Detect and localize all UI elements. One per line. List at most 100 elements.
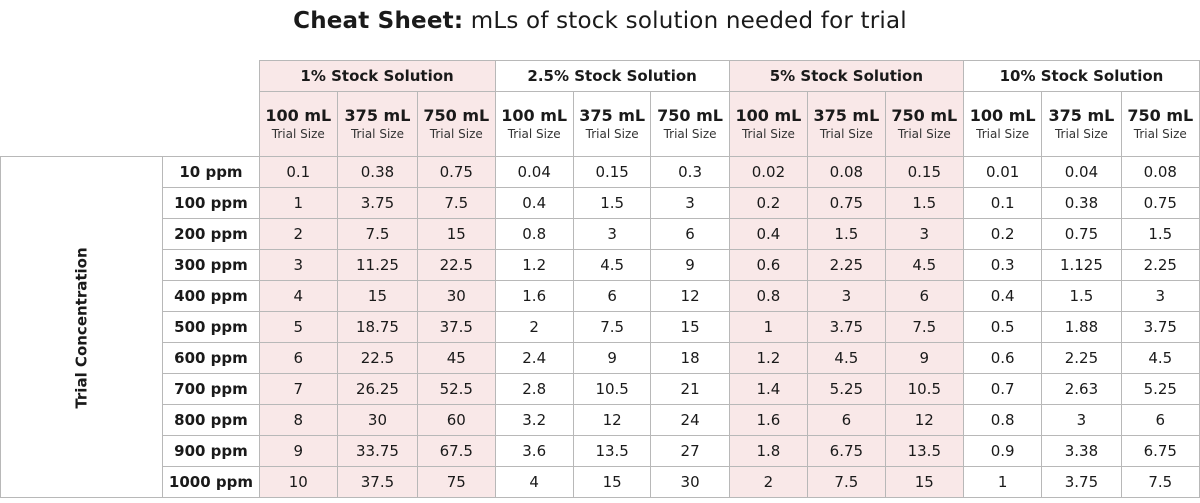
trial-size-volume: 100 mL <box>265 106 332 125</box>
corner-blank <box>0 60 260 92</box>
value-cell: 0.9 <box>962 435 1043 467</box>
value-cell: 18 <box>650 342 730 374</box>
value-cell: 6 <box>807 404 886 436</box>
value-cell: 2 <box>258 218 338 250</box>
title-rest-part: mLs of stock solution needed for trial <box>463 8 907 34</box>
value-cell: 1.125 <box>1041 249 1122 281</box>
value-cell: 1.4 <box>728 373 809 405</box>
stock-header-1pct: 1% Stock Solution <box>258 60 496 92</box>
value-cell: 60 <box>417 404 496 436</box>
row-label: 400 ppm <box>162 280 260 312</box>
value-cell: 30 <box>650 466 730 498</box>
trial-size-caption: Trial Size <box>1054 127 1108 141</box>
value-cell: 1.5 <box>1041 280 1122 312</box>
value-cell: 0.6 <box>728 249 809 281</box>
value-cell: 0.04 <box>494 156 574 188</box>
value-cell: 12 <box>884 404 964 436</box>
value-cell: 10 <box>258 466 338 498</box>
trial-size-header: 100 mL Trial Size <box>728 91 809 157</box>
value-cell: 3 <box>884 218 964 250</box>
value-cell: 3.2 <box>494 404 574 436</box>
value-cell: 6 <box>572 280 652 312</box>
trial-size-header: 100 mL Trial Size <box>494 91 574 157</box>
value-cell: 37.5 <box>336 466 419 498</box>
value-cell: 1.5 <box>807 218 886 250</box>
value-cell: 0.2 <box>962 218 1043 250</box>
value-cell: 10.5 <box>572 373 652 405</box>
row-label: 700 ppm <box>162 373 260 405</box>
trial-size-header: 375 mL Trial Size <box>1041 91 1122 157</box>
page-title: Cheat Sheet: mLs of stock solution neede… <box>0 6 1200 36</box>
value-cell: 2.4 <box>494 342 574 374</box>
table-row: 700 ppm 7 26.25 52.5 2.8 10.5 21 1.4 5.25 10.5 0.7… <box>1 373 1200 405</box>
value-cell: 13.5 <box>884 435 964 467</box>
value-cell: 7.5 <box>336 218 419 250</box>
value-cell: 2.25 <box>1120 249 1200 281</box>
row-label: 800 ppm <box>162 404 260 436</box>
value-cell: 13.5 <box>572 435 652 467</box>
value-cell: 1.5 <box>1120 218 1200 250</box>
value-cell: 4.5 <box>807 342 886 374</box>
value-cell: 6.75 <box>1120 435 1200 467</box>
value-cell: 0.04 <box>1041 156 1122 188</box>
value-cell: 15 <box>884 466 964 498</box>
value-cell: 0.08 <box>1120 156 1200 188</box>
value-cell: 0.75 <box>807 187 886 219</box>
value-cell: 22.5 <box>417 249 496 281</box>
value-cell: 52.5 <box>417 373 496 405</box>
value-cell: 12 <box>572 404 652 436</box>
value-cell: 5.25 <box>807 373 886 405</box>
trial-size-header: 375 mL Trial Size <box>336 91 419 157</box>
value-cell: 1.8 <box>728 435 809 467</box>
value-cell: 3.38 <box>1041 435 1122 467</box>
value-cell: 5 <box>258 311 338 343</box>
value-cell: 5.25 <box>1120 373 1200 405</box>
value-cell: 15 <box>417 218 496 250</box>
trial-size-volume: 750 mL <box>1127 106 1194 125</box>
trial-size-caption: Trial Size <box>663 127 717 141</box>
stock-header-10pct: 10% Stock Solution <box>962 60 1200 92</box>
value-cell: 3 <box>572 218 652 250</box>
value-cell: 27 <box>650 435 730 467</box>
trial-size-header: 100 mL Trial Size <box>962 91 1043 157</box>
value-cell: 9 <box>884 342 964 374</box>
value-cell: 6 <box>1120 404 1200 436</box>
value-cell: 1.88 <box>1041 311 1122 343</box>
value-cell: 2.25 <box>807 249 886 281</box>
value-cell: 45 <box>417 342 496 374</box>
value-cell: 2 <box>494 311 574 343</box>
value-cell: 0.3 <box>650 156 730 188</box>
value-cell: 3.75 <box>336 187 419 219</box>
trial-size-caption: Trial Size <box>819 127 873 141</box>
value-cell: 6 <box>258 342 338 374</box>
table-row: 1000 ppm 10 37.5 75 4 15 30 2 7.5 15 1 3.75 7.5 <box>1 466 1200 498</box>
trial-size-volume: 100 mL <box>969 106 1036 125</box>
value-cell: 18.75 <box>336 311 419 343</box>
trial-size-volume: 750 mL <box>891 106 958 125</box>
row-label: 1000 ppm <box>162 466 260 498</box>
value-cell: 3 <box>807 280 886 312</box>
value-cell: 0.6 <box>962 342 1043 374</box>
trial-size-caption: Trial Size <box>507 127 561 141</box>
value-cell: 2 <box>728 466 809 498</box>
value-cell: 10.5 <box>884 373 964 405</box>
value-cell: 0.8 <box>728 280 809 312</box>
trial-size-caption: Trial Size <box>897 127 951 141</box>
value-cell: 0.5 <box>962 311 1043 343</box>
row-label: 10 ppm <box>162 156 260 188</box>
value-cell: 1.5 <box>572 187 652 219</box>
row-label: 600 ppm <box>162 342 260 374</box>
value-cell: 9 <box>258 435 338 467</box>
trial-size-caption: Trial Size <box>741 127 795 141</box>
value-cell: 37.5 <box>417 311 496 343</box>
value-cell: 0.2 <box>728 187 809 219</box>
corner-blank-2 <box>0 91 260 157</box>
value-cell: 0.4 <box>962 280 1043 312</box>
table-row: 600 ppm 6 22.5 45 2.4 9 18 1.2 4.5 9 0.6 2.25 4.5 <box>1 342 1200 374</box>
table-row: Trial Concentration 10 ppm 0.1 0.38 0.75 0.04… <box>0 156 1200 498</box>
value-cell: 7.5 <box>884 311 964 343</box>
value-cell: 0.4 <box>494 187 574 219</box>
row-label: 100 ppm <box>162 187 260 219</box>
value-cell: 3 <box>258 249 338 281</box>
trial-size-header: 375 mL Trial Size <box>572 91 652 157</box>
